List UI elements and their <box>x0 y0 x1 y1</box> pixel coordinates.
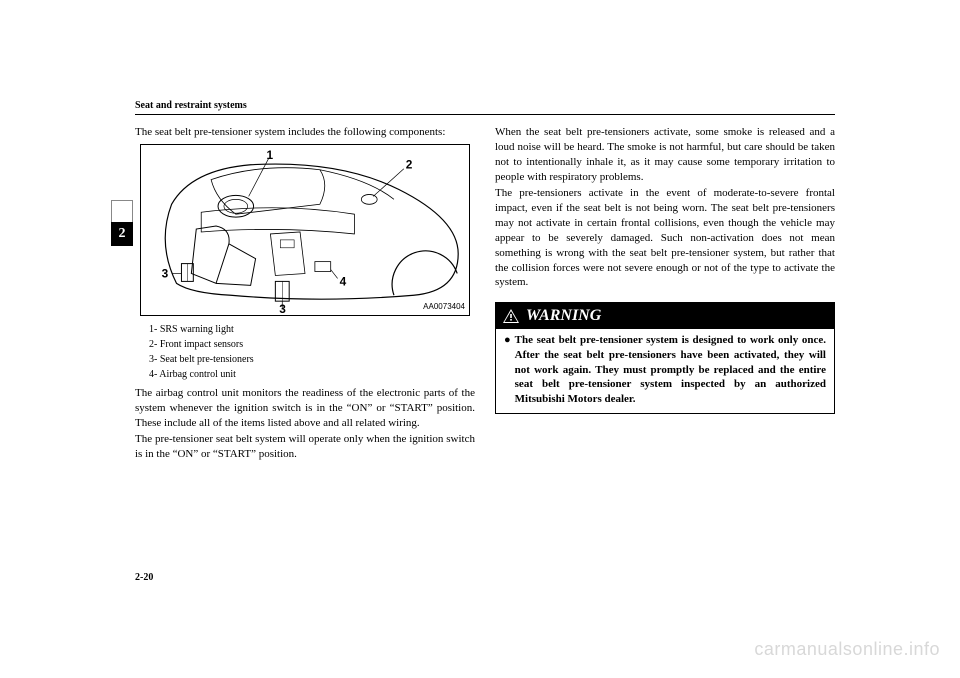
warning-box: WARNING ● The seat belt pre-tensioner sy… <box>495 302 835 414</box>
right-paragraph-2: The pre-tensioners activate in the event… <box>495 186 835 290</box>
header-rule <box>135 114 835 115</box>
warning-body: ● The seat belt pre-tensioner system is … <box>496 329 834 413</box>
warning-triangle-icon <box>502 308 520 324</box>
warning-header: WARNING <box>496 303 834 329</box>
legend-item-3: 3- Seat belt pre-tensioners <box>135 352 475 367</box>
side-tab-border-above <box>111 200 133 222</box>
two-column-layout: The seat belt pre-tensioner system inclu… <box>135 125 835 464</box>
callout-4: 4 <box>340 274 347 288</box>
callout-1: 1 <box>266 148 273 162</box>
figure-legend: 1- SRS warning light 2- Front impact sen… <box>135 322 475 382</box>
page-content: Seat and restraint systems The seat belt… <box>135 100 835 464</box>
section-title: Seat and restraint systems <box>135 100 247 111</box>
warning-title: WARNING <box>526 305 601 327</box>
warning-text: The seat belt pre-tensioner system is de… <box>515 333 826 407</box>
legend-item-4: 4- Airbag control unit <box>135 367 475 382</box>
car-diagram-svg: 1 2 3 3 4 <box>141 145 469 315</box>
bullet-icon: ● <box>504 333 511 407</box>
right-paragraph-1: When the seat belt pre-tensioners activa… <box>495 125 835 184</box>
side-tab: 2 <box>111 222 133 246</box>
page-header: Seat and restraint systems <box>135 100 835 111</box>
right-column: When the seat belt pre-tensioners activa… <box>495 125 835 464</box>
legend-item-2: 2- Front impact sensors <box>135 337 475 352</box>
component-figure: 1 2 3 3 4 AA0073404 <box>140 144 470 316</box>
intro-paragraph: The seat belt pre-tensioner system inclu… <box>135 125 475 140</box>
callout-3b: 3 <box>279 302 286 315</box>
left-paragraph-3: The pre-tensioner seat belt system will … <box>135 432 475 462</box>
callout-2: 2 <box>406 158 413 172</box>
watermark-text: carmanualsonline.info <box>754 639 940 660</box>
left-paragraph-2: The airbag control unit monitors the rea… <box>135 386 475 431</box>
left-column: The seat belt pre-tensioner system inclu… <box>135 125 475 464</box>
page-number: 2-20 <box>135 572 153 583</box>
legend-item-1: 1- SRS warning light <box>135 322 475 337</box>
callout-3a: 3 <box>162 266 169 280</box>
figure-code: AA0073404 <box>423 302 465 313</box>
side-tab-number: 2 <box>119 226 126 242</box>
